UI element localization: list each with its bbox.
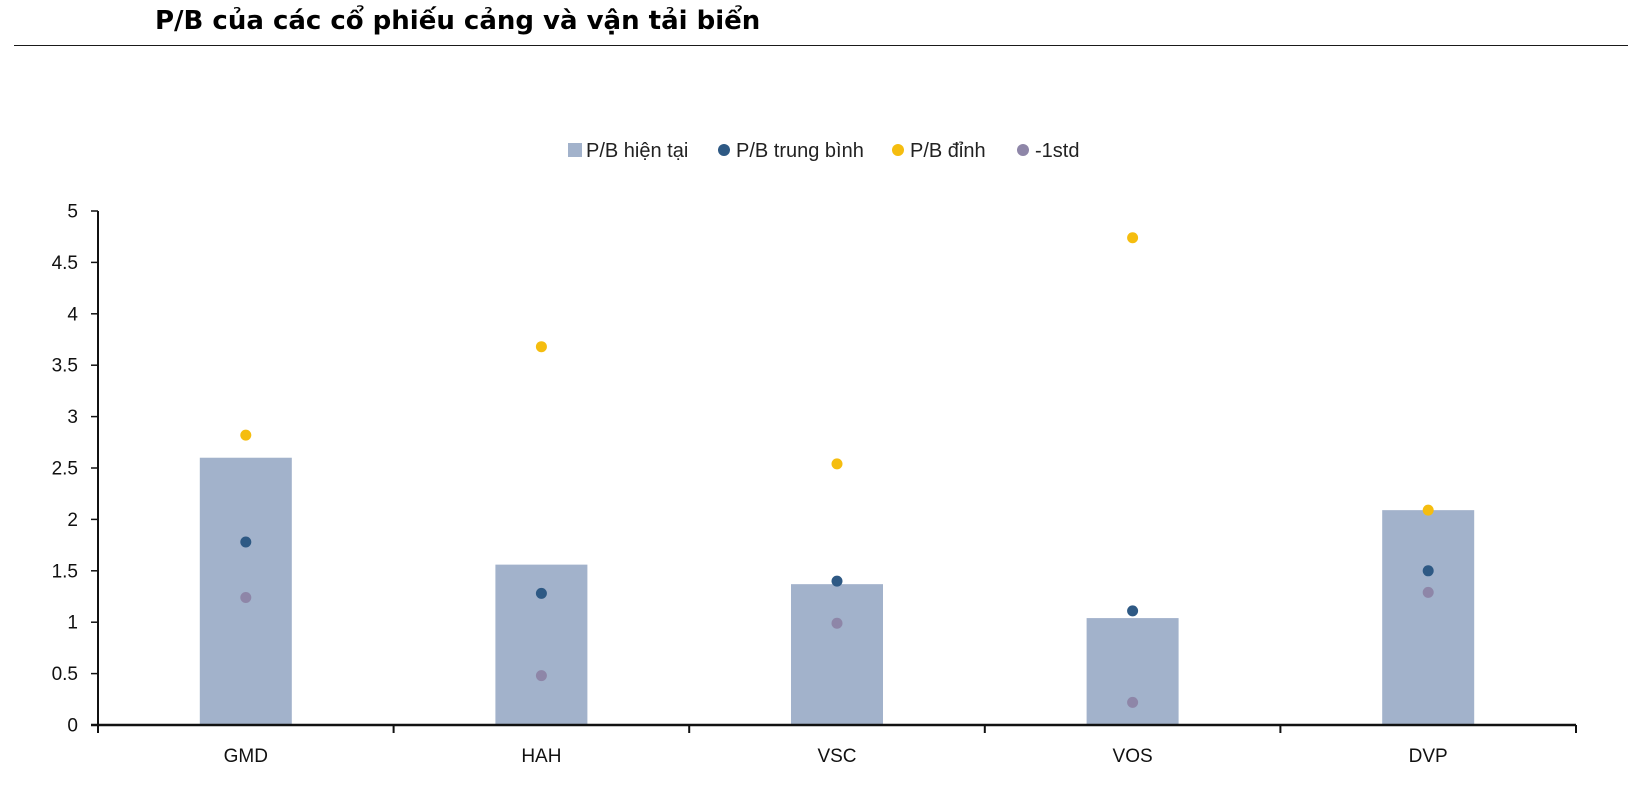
y-tick-label: 3.5 xyxy=(52,356,78,377)
x-tick-label: HAH xyxy=(521,746,561,767)
bar-series xyxy=(199,457,1475,725)
point-series1-gmd xyxy=(240,536,252,548)
y-tick-label: 1.5 xyxy=(52,561,78,582)
point-series2-vsc xyxy=(831,458,843,470)
x-tick-label: DVP xyxy=(1409,746,1448,767)
y-tick-label: 2 xyxy=(67,510,78,531)
bar-gmd xyxy=(199,457,292,725)
x-tick-label: VSC xyxy=(817,746,856,767)
x-tick-label: VOS xyxy=(1113,746,1153,767)
point-series3-vos xyxy=(1127,696,1139,708)
point-series3-hah xyxy=(535,670,547,682)
page-title: P/B của các cổ phiếu cảng và vận tải biể… xyxy=(155,6,761,36)
point-series2-gmd xyxy=(240,429,252,441)
point-series1-vos xyxy=(1127,605,1139,617)
point-series xyxy=(240,232,1434,708)
bar-vsc xyxy=(791,584,883,725)
point-series3-vsc xyxy=(831,617,843,629)
y-tick-label: 1 xyxy=(67,613,78,634)
y-tick-label: 4 xyxy=(67,304,78,325)
title-divider xyxy=(14,45,1628,46)
legend-marker-dot xyxy=(718,144,730,156)
point-series1-vsc xyxy=(831,575,843,587)
y-tick-label: 0.5 xyxy=(52,664,78,685)
y-tick-label: 4.5 xyxy=(52,253,78,274)
y-tick-label: 5 xyxy=(67,202,78,223)
x-axis: GMD HAH VSC VOS DVP xyxy=(91,723,1577,767)
point-series2-dvp xyxy=(1422,504,1434,516)
legend-marker-dot xyxy=(892,144,904,156)
y-tick-label: 2.5 xyxy=(52,459,78,480)
point-series2-vos xyxy=(1127,232,1139,244)
y-tick-label: 0 xyxy=(67,716,78,737)
point-series1-dvp xyxy=(1422,565,1434,577)
y-tick-label: 3 xyxy=(67,407,78,428)
legend-marker-dot xyxy=(1017,144,1029,156)
y-axis: 0 0.5 1 1.5 2 2.5 3 3.5 4 4.5 5 xyxy=(52,202,99,737)
point-series1-hah xyxy=(535,587,547,599)
x-tick-label: GMD xyxy=(224,746,268,767)
legend-marker-square xyxy=(568,143,582,157)
bar-vos xyxy=(1086,618,1179,725)
legend-label: P/B hiện tại xyxy=(586,140,688,162)
legend-label: -1std xyxy=(1035,140,1079,162)
bar-dvp xyxy=(1382,510,1475,725)
point-series3-dvp xyxy=(1422,586,1434,598)
point-series3-gmd xyxy=(240,592,252,604)
legend-label: P/B đỉnh xyxy=(910,140,986,162)
chart-legend: P/B hiện tại P/B trung bình P/B đỉnh -1std xyxy=(568,140,1079,162)
point-series2-hah xyxy=(535,341,547,353)
legend-label: P/B trung bình xyxy=(736,140,864,162)
